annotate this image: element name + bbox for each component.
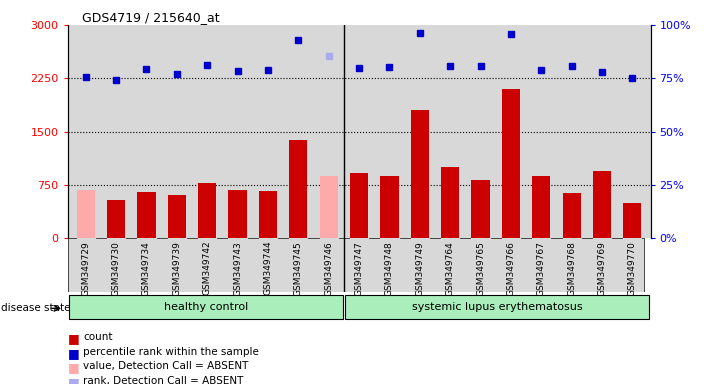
Bar [441,167,459,238]
Bar [319,175,338,238]
Text: GSM349745: GSM349745 [294,241,303,296]
Text: rank, Detection Call = ABSENT: rank, Detection Call = ABSENT [83,376,244,384]
Bar [137,192,156,238]
Bar [228,190,247,238]
Bar [502,238,520,292]
Bar [107,238,125,292]
Bar [259,238,277,292]
Bar [350,174,368,238]
Bar [228,238,247,292]
Text: ■: ■ [68,376,80,384]
Text: disease state: disease state [1,303,70,313]
Bar [471,238,490,292]
Bar [593,238,611,292]
Bar [380,238,399,292]
Bar [77,238,95,292]
Text: GSM349746: GSM349746 [324,241,333,296]
Bar [198,238,216,292]
Text: ■: ■ [68,361,80,374]
Text: ■: ■ [68,347,80,360]
Text: GSM349765: GSM349765 [476,241,485,296]
Text: percentile rank within the sample: percentile rank within the sample [83,347,259,357]
Text: GSM349739: GSM349739 [172,241,181,296]
Text: GSM349743: GSM349743 [233,241,242,296]
Bar [502,89,520,238]
Text: GSM349767: GSM349767 [537,241,546,296]
Text: ■: ■ [68,332,80,345]
Text: GSM349769: GSM349769 [597,241,606,296]
Bar [532,238,550,292]
Bar [168,238,186,292]
Bar [624,203,641,238]
Bar [137,238,156,292]
Bar [441,238,459,292]
Bar [380,176,399,238]
Text: GSM349744: GSM349744 [264,241,272,295]
Text: GSM349729: GSM349729 [81,241,90,296]
Text: GSM349766: GSM349766 [506,241,515,296]
Bar [289,238,307,292]
Text: systemic lupus erythematosus: systemic lupus erythematosus [412,302,582,312]
Text: GSM349770: GSM349770 [628,241,637,296]
Text: GDS4719 / 215640_at: GDS4719 / 215640_at [82,12,220,25]
Text: GSM349749: GSM349749 [415,241,424,296]
Text: value, Detection Call = ABSENT: value, Detection Call = ABSENT [83,361,249,371]
Bar [168,195,186,238]
Text: GSM349768: GSM349768 [567,241,576,296]
Bar [259,191,277,238]
Bar [532,175,550,238]
Bar [319,238,338,292]
Bar [624,238,641,292]
Bar [289,140,307,238]
Text: GSM349764: GSM349764 [446,241,454,296]
Text: GSM349742: GSM349742 [203,241,212,295]
Bar [411,238,429,292]
Bar [471,180,490,238]
Bar [562,193,581,238]
Text: GSM349747: GSM349747 [355,241,363,296]
Text: GSM349748: GSM349748 [385,241,394,296]
Bar [107,200,125,238]
FancyBboxPatch shape [345,295,649,319]
Bar [77,190,95,238]
Bar [593,170,611,238]
FancyBboxPatch shape [69,295,343,319]
Text: GSM349730: GSM349730 [112,241,121,296]
Bar [562,238,581,292]
Text: GSM349734: GSM349734 [142,241,151,296]
Bar [198,183,216,238]
Text: count: count [83,332,112,342]
Text: healthy control: healthy control [164,302,247,312]
Bar [350,238,368,292]
Bar [411,110,429,238]
